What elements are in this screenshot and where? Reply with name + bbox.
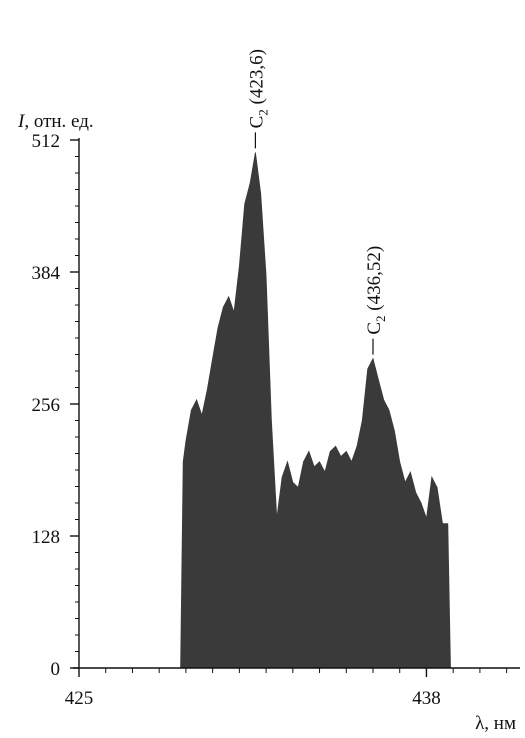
peak-label-subscript: 2 [373, 315, 388, 322]
peak-label-wavelength: (436,52) [364, 246, 385, 316]
y-tick-label: 0 [51, 659, 61, 680]
y-tick-label: 512 [32, 131, 61, 152]
plot-area: C2 (423,6)C2 (436,52) [180, 49, 451, 669]
x-tick-label: 438 [412, 688, 441, 709]
y-tick-label: 256 [32, 395, 61, 416]
y-axis-label: I, отн. ед. [17, 111, 94, 132]
peak-label-letter: C [246, 116, 267, 129]
y-axis-label-italic: I [17, 111, 26, 132]
peak-label-wavelength: (423,6) [246, 49, 267, 109]
y-tick-label: 384 [32, 263, 61, 284]
peak-label-letter: C [364, 322, 385, 335]
peak-label-subscript: 2 [255, 109, 270, 116]
y-axis-label-rest: , отн. ед. [24, 111, 93, 132]
axes: 0 128 256 384 512 425 438 [32, 131, 520, 709]
y-tick-label: 128 [32, 527, 61, 548]
x-axis-label: λ, нм [475, 713, 516, 734]
spectrum-area-0 [180, 152, 451, 669]
x-tick-label: 425 [65, 688, 94, 709]
peak-label-1: C2 (436,52) [364, 246, 388, 335]
labels: I, отн. ед. λ, нм [17, 111, 516, 734]
peak-label-0: C2 (423,6) [246, 49, 270, 128]
